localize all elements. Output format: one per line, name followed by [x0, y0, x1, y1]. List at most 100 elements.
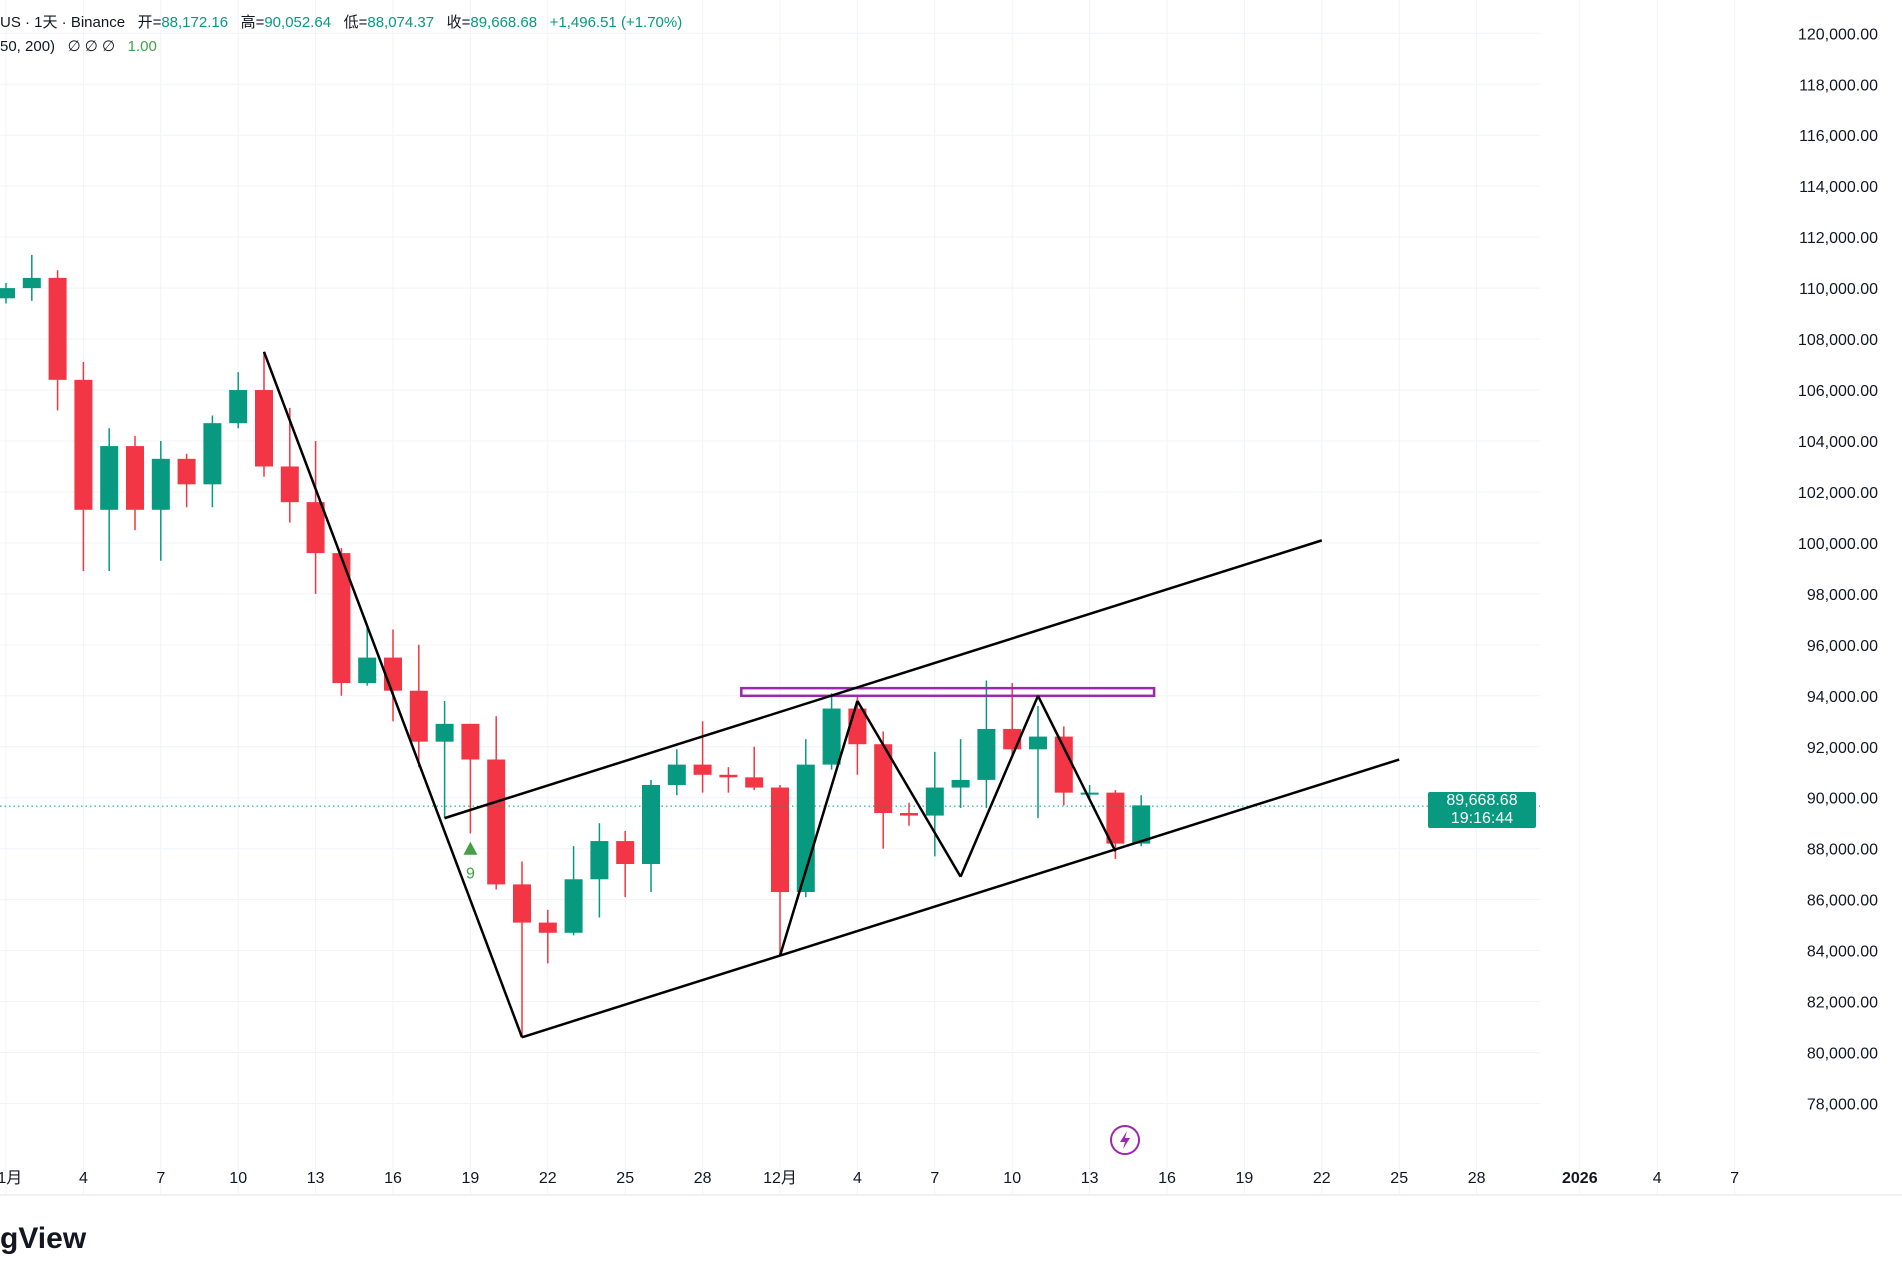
candle-body	[126, 446, 144, 510]
y-tick-label: 82,000.00	[1807, 995, 1878, 1012]
trendline	[778, 700, 859, 957]
y-tick-label: 106,000.00	[1798, 383, 1878, 400]
x-tick-label: 25	[616, 1170, 634, 1187]
x-tick-label: 4	[1653, 1170, 1662, 1187]
y-tick-label: 112,000.00	[1799, 230, 1878, 247]
y-tick-label: 104,000.00	[1798, 434, 1878, 451]
x-tick-label: 4	[79, 1170, 88, 1187]
x-tick-label: 7	[156, 1170, 165, 1187]
trendline	[856, 700, 962, 878]
y-tick-label: 80,000.00	[1807, 1046, 1878, 1063]
countdown-value: 19:16:44	[1450, 810, 1514, 828]
y-tick-label: 86,000.00	[1807, 893, 1878, 910]
candle-body	[513, 884, 531, 923]
candle-body	[977, 728, 996, 780]
candle-body	[874, 744, 893, 814]
close-label: 收=	[446, 14, 471, 31]
x-tick-label: 2026	[1562, 1170, 1598, 1187]
x-tick-label: 13	[307, 1170, 325, 1187]
indicator-legend[interactable]: 50, 200) ∅ ∅ ∅ 1.00	[0, 37, 157, 55]
resistance-box	[740, 686, 1156, 698]
last-price-tag: 89,668.68 19:16:44	[1428, 792, 1536, 829]
lightning-bolt	[1120, 1131, 1130, 1149]
y-tick-label: 118,000.00	[1799, 77, 1878, 94]
indicator-na-values: ∅ ∅ ∅	[67, 38, 116, 55]
x-tick-label: 22	[539, 1170, 557, 1187]
candle-body	[435, 723, 454, 742]
x-tick-label: 22	[1313, 1170, 1331, 1187]
low-label: 低=	[343, 14, 368, 31]
x-tick-label: 13	[1081, 1170, 1099, 1187]
x-tick-label: 10	[229, 1170, 247, 1187]
candle-body	[1106, 792, 1125, 844]
candle-body	[564, 879, 583, 933]
candle-body	[306, 502, 325, 554]
y-tick-label: 102,000.00	[1798, 485, 1878, 502]
low-value: 88,074.37	[367, 14, 435, 31]
candle-body	[384, 657, 402, 691]
candle-body	[693, 764, 712, 775]
x-tick-label: 10	[1003, 1170, 1021, 1187]
x-tick-label: 28	[694, 1170, 712, 1187]
x-tick-label: 16	[384, 1170, 402, 1187]
candle-body	[745, 777, 764, 788]
candle-body	[48, 277, 67, 380]
candle-body	[487, 759, 506, 885]
candle-body	[1080, 792, 1099, 795]
triangle-up-icon	[463, 841, 478, 855]
candle-body	[332, 553, 351, 684]
candle-body	[229, 390, 248, 424]
y-tick-label: 98,000.00	[1807, 587, 1878, 604]
y-tick-label: 114,000.00	[1799, 179, 1878, 196]
candle-body	[280, 466, 299, 503]
brand-logo[interactable]: gView	[0, 1222, 87, 1255]
y-tick-label: 108,000.00	[1798, 332, 1878, 349]
x-tick-label: 4	[853, 1170, 862, 1187]
y-tick-label: 78,000.00	[1807, 1097, 1878, 1114]
x-tick-label: 19	[462, 1170, 480, 1187]
x-tick-label: 7	[930, 1170, 939, 1187]
candle-body	[74, 379, 93, 510]
candle-body	[951, 779, 970, 788]
high-value: 90,052.64	[264, 14, 332, 31]
x-tick-label: 12月	[763, 1170, 797, 1187]
candle-body	[1054, 736, 1073, 793]
candle-body	[0, 288, 15, 299]
y-tick-label: 92,000.00	[1807, 740, 1878, 757]
symbol-label[interactable]: US · 1天 · Binance	[0, 14, 126, 31]
change-value: +1,496.51 (+1.70%)	[549, 14, 683, 31]
candle-body	[151, 458, 170, 510]
candle-body	[203, 423, 222, 485]
candle-body	[409, 690, 428, 742]
indicator-value: 1.00	[127, 38, 157, 55]
y-tick-label: 88,000.00	[1807, 842, 1878, 859]
candle-body	[1132, 805, 1151, 844]
y-tick-label: 110,000.00	[1799, 281, 1878, 298]
candle-body	[255, 390, 273, 467]
x-tick-label: 28	[1468, 1170, 1486, 1187]
y-tick-label: 90,000.00	[1807, 791, 1878, 808]
x-tick-label: 16	[1158, 1170, 1176, 1187]
trendline	[444, 539, 1323, 820]
candle-body	[642, 784, 660, 864]
y-tick-label: 96,000.00	[1807, 638, 1878, 655]
x-tick-label: 25	[1390, 1170, 1408, 1187]
x-tick-label: 7	[1730, 1170, 1739, 1187]
ohlc-legend: US · 1天 · Binance 开=88,172.16 高=90,052.6…	[0, 11, 682, 32]
candle-body	[22, 277, 41, 289]
candle-body	[358, 657, 377, 684]
y-tick-label: 100,000.00	[1798, 536, 1878, 553]
candle-body	[667, 764, 686, 785]
y-tick-label: 84,000.00	[1807, 944, 1878, 961]
candle-body	[1029, 736, 1047, 750]
trendline	[262, 351, 524, 1038]
open-value: 88,172.16	[161, 14, 229, 31]
open-label: 开=	[137, 14, 162, 31]
trendline	[959, 695, 1040, 878]
candle-body	[822, 708, 841, 765]
close-value: 89,668.68	[470, 14, 538, 31]
candle-body	[100, 446, 119, 510]
y-tick-label: 116,000.00	[1799, 128, 1878, 145]
candle-body	[177, 458, 196, 485]
